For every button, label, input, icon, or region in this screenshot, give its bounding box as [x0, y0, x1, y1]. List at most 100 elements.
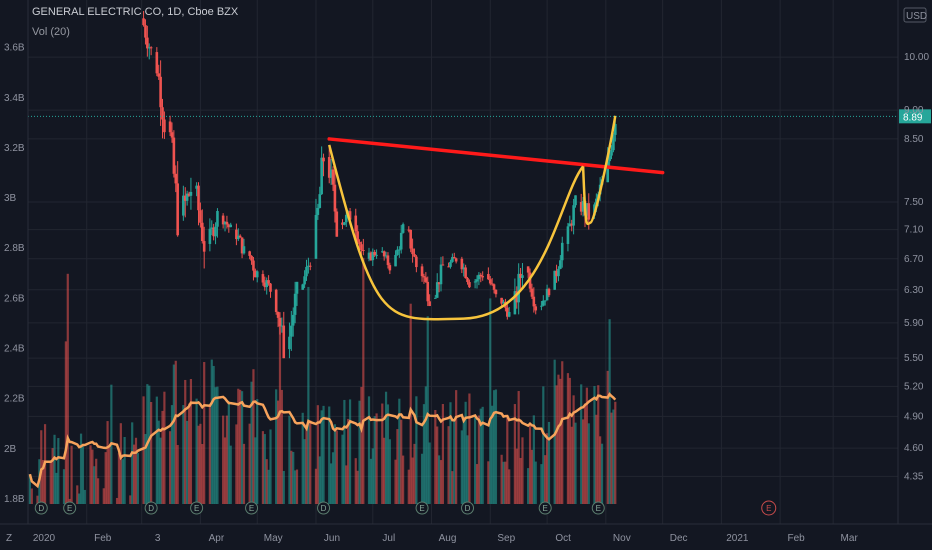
- candle-body: [358, 241, 361, 245]
- volume-bar: [276, 400, 280, 504]
- candle-body: [354, 215, 358, 232]
- volume-bar: [267, 469, 270, 504]
- candle-body: [170, 132, 174, 138]
- volume-bar: [369, 458, 373, 504]
- volume-bar: [49, 461, 52, 504]
- volume-bar: [396, 429, 399, 504]
- volume-ma-line: [28, 392, 617, 489]
- candle-body: [398, 249, 401, 251]
- time-axis[interactable]: 2020 Feb 3 Apr May Jun Jul Aug Sep Oct Nov Dec 2021 F…: [0, 523, 932, 550]
- volume-bar: [83, 489, 86, 504]
- candle-body: [223, 221, 227, 225]
- badge-letter: E: [194, 504, 199, 513]
- price-tick-label: 10.00: [904, 52, 929, 63]
- candle-body: [240, 237, 244, 254]
- volume-bar: [76, 485, 79, 504]
- candle-body: [307, 265, 310, 267]
- volume-bar: [295, 469, 299, 504]
- volume-bar: [242, 443, 246, 504]
- candle-body: [159, 76, 162, 108]
- candle-body: [462, 267, 466, 270]
- volume-bar: [161, 410, 164, 504]
- candle-body: [335, 211, 339, 237]
- candle-body: [341, 222, 344, 225]
- volume-bar: [402, 455, 405, 504]
- candle-body: [422, 276, 426, 278]
- candle-body: [142, 18, 145, 26]
- candle-body: [202, 241, 206, 252]
- volume-bar: [477, 415, 480, 504]
- volume-bar: [254, 437, 257, 504]
- time-tick-label: Dec: [670, 533, 688, 544]
- volume-bar: [261, 431, 265, 504]
- candle-body: [303, 276, 306, 285]
- volume-bar: [119, 423, 122, 504]
- candle-body: [185, 193, 189, 201]
- currency-label: USD: [906, 11, 927, 22]
- candle-body: [545, 288, 549, 301]
- price-tick-label: 6.30: [904, 285, 924, 296]
- volume-bar: [481, 406, 484, 504]
- volume-tick-label: 2.8B: [4, 243, 25, 254]
- volume-tick-label: 3.2B: [4, 143, 25, 154]
- volume-tick-label: 3B: [4, 193, 17, 204]
- volume-bar: [474, 415, 477, 504]
- candle-body: [343, 222, 346, 225]
- volume-bar: [115, 497, 119, 504]
- time-tick-label: 2021: [726, 533, 749, 544]
- price-tick-label: 5.20: [904, 381, 924, 392]
- candle-body: [566, 226, 570, 244]
- cup-curve: [328, 144, 585, 321]
- volume-bar: [210, 359, 213, 504]
- volume-bar: [451, 471, 454, 504]
- volume-indicator-label[interactable]: Vol (20): [32, 26, 70, 38]
- candle-body: [441, 264, 445, 266]
- volume-bar: [316, 405, 319, 504]
- volume-bar: [545, 433, 549, 504]
- candle-body: [559, 260, 562, 269]
- volume-bar: [517, 391, 520, 504]
- candle-body: [367, 252, 371, 259]
- candle-body: [572, 205, 575, 226]
- candlesticks: [142, 11, 617, 359]
- pattern-drawings[interactable]: [327, 115, 665, 321]
- badge-letter: E: [596, 504, 601, 513]
- time-tick-label: 2020: [33, 533, 56, 544]
- badge-letter: D: [148, 504, 154, 513]
- volume-bar: [229, 445, 232, 504]
- candle-body: [163, 119, 166, 133]
- candle-body: [227, 224, 231, 228]
- candle-body: [515, 291, 519, 303]
- chart-title: GENERAL ELECTRIC CO, 1D, Cboe BZX: [32, 6, 239, 18]
- volume-bar: [436, 426, 439, 504]
- candle-body: [540, 305, 543, 307]
- candle-body: [248, 251, 251, 256]
- time-tick-label: Nov: [613, 533, 631, 544]
- volume-bar: [144, 434, 147, 504]
- candle-body: [507, 312, 511, 317]
- candle-body: [415, 256, 418, 268]
- candle-body: [447, 266, 450, 268]
- volume-bar: [203, 362, 206, 504]
- candle-body: [420, 266, 424, 277]
- volume-bar: [252, 369, 255, 504]
- volume-bar: [123, 436, 126, 504]
- candle-body: [172, 137, 176, 174]
- volume-bar: [282, 470, 285, 504]
- candle-body: [466, 278, 469, 283]
- candle-body: [494, 289, 498, 295]
- candle-body: [212, 227, 215, 237]
- candle-body: [528, 272, 532, 289]
- earnings-badge: [245, 501, 259, 515]
- candle-body: [157, 73, 161, 77]
- volume-bar: [574, 422, 577, 504]
- badge-letter: D: [38, 504, 44, 513]
- volume-bar: [197, 425, 200, 504]
- volume-bar: [383, 437, 386, 504]
- volume-bar: [367, 396, 371, 504]
- candle-body: [449, 261, 452, 267]
- candle-body: [608, 155, 611, 162]
- price-axis[interactable]: 10.00 9.00 8.50 7.50 7.10 6.70 6.30 5.90 5.50 5.2…: [897, 0, 929, 524]
